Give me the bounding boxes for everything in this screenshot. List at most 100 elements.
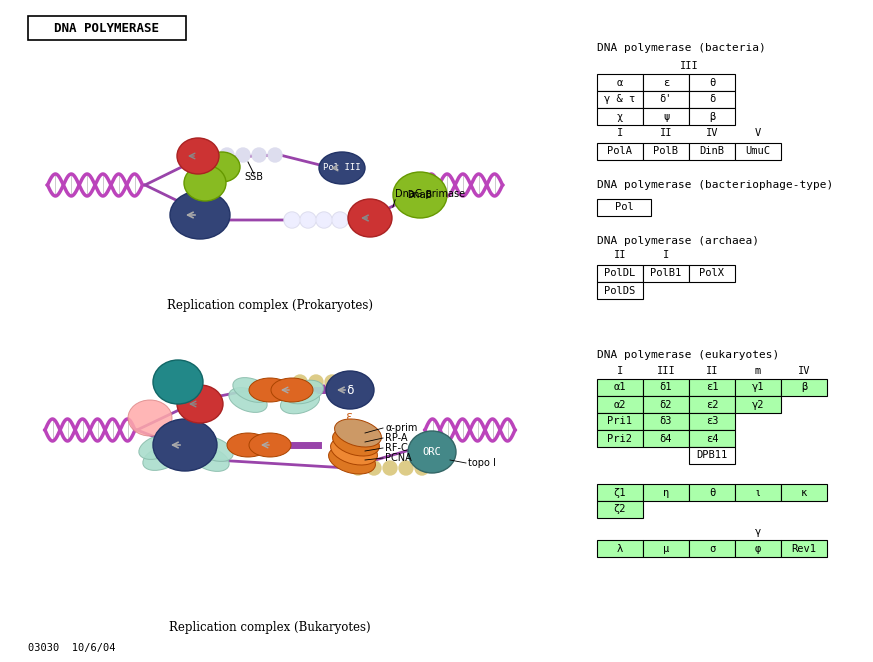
Circle shape xyxy=(383,461,397,475)
Text: α1: α1 xyxy=(614,383,626,393)
Text: DNA polymerase (bacteriophage-type): DNA polymerase (bacteriophage-type) xyxy=(597,180,833,190)
Bar xyxy=(643,265,689,282)
Text: DNA polymerase (bacteria): DNA polymerase (bacteria) xyxy=(597,43,766,53)
Circle shape xyxy=(268,148,282,162)
Text: DinB: DinB xyxy=(699,146,725,156)
Bar xyxy=(643,91,689,108)
Text: φ: φ xyxy=(755,544,761,553)
Ellipse shape xyxy=(191,447,230,471)
Text: PCNA: PCNA xyxy=(385,453,412,463)
Text: β: β xyxy=(801,383,808,393)
Circle shape xyxy=(351,461,365,475)
Circle shape xyxy=(316,212,332,228)
Ellipse shape xyxy=(326,371,374,409)
Bar xyxy=(597,379,643,396)
Text: IV: IV xyxy=(798,366,810,376)
Bar xyxy=(643,484,689,501)
Ellipse shape xyxy=(271,378,313,402)
Text: PolA: PolA xyxy=(608,146,633,156)
Circle shape xyxy=(332,212,348,228)
Text: α-prim: α-prim xyxy=(385,423,417,433)
Bar xyxy=(597,396,643,413)
Text: δ4: δ4 xyxy=(660,434,672,444)
Bar xyxy=(735,143,781,160)
Text: γ & τ: γ & τ xyxy=(604,95,636,105)
Ellipse shape xyxy=(128,400,172,436)
Text: II: II xyxy=(705,366,718,376)
Text: DnaB: DnaB xyxy=(408,190,432,200)
Text: Replication complex (Prokaryotes): Replication complex (Prokaryotes) xyxy=(167,299,373,312)
Text: ζ1: ζ1 xyxy=(614,487,626,498)
Bar xyxy=(643,396,689,413)
Text: ζ2: ζ2 xyxy=(614,504,626,514)
Text: DNA polymerase (eukaryotes): DNA polymerase (eukaryotes) xyxy=(597,350,780,360)
Text: δ': δ' xyxy=(660,95,672,105)
Text: topo I: topo I xyxy=(468,458,496,468)
Circle shape xyxy=(349,213,363,227)
Bar xyxy=(689,540,735,557)
Bar xyxy=(689,413,735,430)
Text: m: m xyxy=(755,366,761,376)
Ellipse shape xyxy=(139,435,177,459)
Text: ε: ε xyxy=(347,410,354,422)
Text: ψ: ψ xyxy=(663,111,669,122)
Ellipse shape xyxy=(153,419,217,471)
Ellipse shape xyxy=(249,433,291,457)
Bar xyxy=(597,91,643,108)
Ellipse shape xyxy=(233,377,272,402)
Circle shape xyxy=(285,213,299,227)
Ellipse shape xyxy=(229,388,267,412)
Bar xyxy=(597,282,643,299)
Text: UmuC: UmuC xyxy=(746,146,771,156)
Text: ε4: ε4 xyxy=(705,434,718,444)
Bar xyxy=(597,413,643,430)
Text: δ: δ xyxy=(347,383,354,397)
Ellipse shape xyxy=(333,428,380,456)
Circle shape xyxy=(300,212,316,228)
Bar xyxy=(643,540,689,557)
Bar xyxy=(689,74,735,91)
Bar xyxy=(597,540,643,557)
Text: γ2: γ2 xyxy=(752,399,764,410)
Text: γ: γ xyxy=(755,527,761,537)
Text: PolDS: PolDS xyxy=(604,285,636,295)
Text: α2: α2 xyxy=(614,399,626,410)
Bar xyxy=(735,484,781,501)
Text: II: II xyxy=(614,250,626,260)
Text: μ: μ xyxy=(663,544,669,553)
Circle shape xyxy=(348,212,364,228)
Circle shape xyxy=(293,375,307,389)
Bar xyxy=(781,540,827,557)
Text: Pol: Pol xyxy=(615,203,634,213)
Bar xyxy=(735,379,781,396)
Circle shape xyxy=(415,461,429,475)
Circle shape xyxy=(325,375,339,389)
Ellipse shape xyxy=(331,437,377,465)
Ellipse shape xyxy=(348,199,392,237)
Ellipse shape xyxy=(227,433,269,457)
Text: V: V xyxy=(755,128,761,138)
Text: SSB: SSB xyxy=(244,172,264,182)
Ellipse shape xyxy=(285,380,324,404)
Bar xyxy=(689,265,735,282)
Text: θ: θ xyxy=(709,487,715,498)
Bar xyxy=(643,430,689,447)
Text: θ: θ xyxy=(709,77,715,87)
Ellipse shape xyxy=(280,390,320,414)
Text: ε2: ε2 xyxy=(705,399,718,410)
Ellipse shape xyxy=(177,138,219,174)
Text: ε: ε xyxy=(663,77,669,87)
Text: δ1: δ1 xyxy=(660,383,672,393)
Text: RF-C: RF-C xyxy=(385,443,408,453)
Bar xyxy=(689,430,735,447)
Bar xyxy=(597,484,643,501)
Bar xyxy=(735,396,781,413)
Text: I: I xyxy=(663,250,669,260)
Text: II: II xyxy=(660,128,672,138)
Bar xyxy=(689,396,735,413)
Ellipse shape xyxy=(143,446,182,471)
Text: PolB: PolB xyxy=(654,146,678,156)
Text: IV: IV xyxy=(705,128,718,138)
Bar xyxy=(597,108,643,125)
Ellipse shape xyxy=(195,437,233,461)
